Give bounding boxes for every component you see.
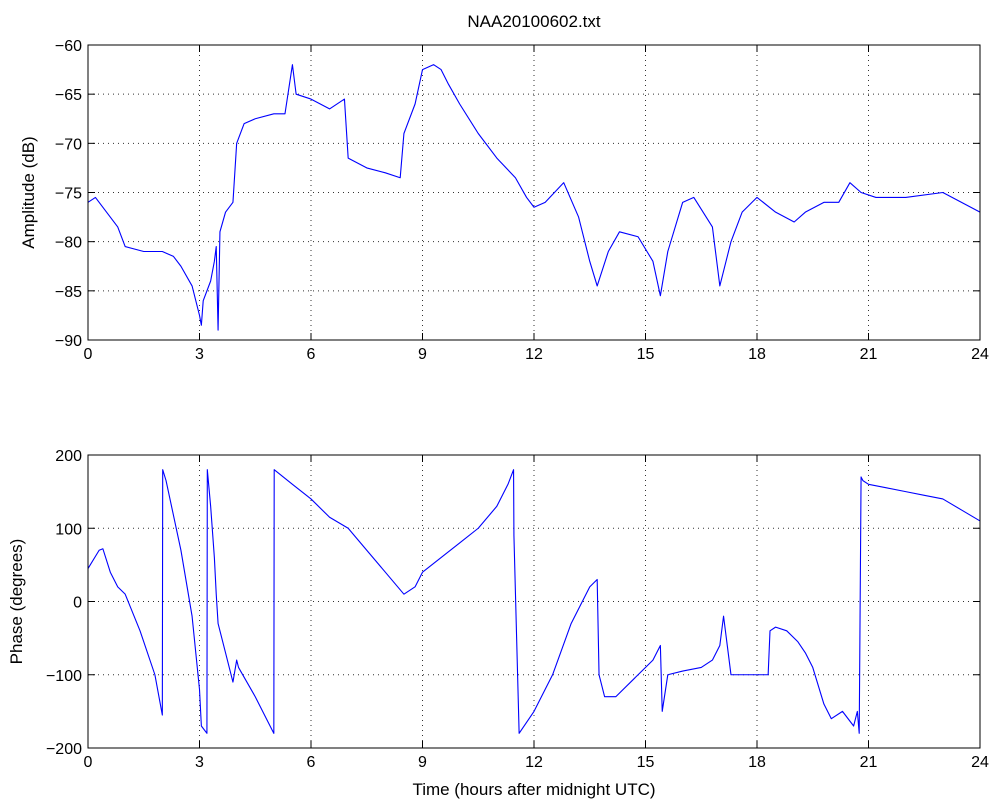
phase-x-tick-label: 18 [748,754,766,771]
amplitude-y-tick-label: −75 [55,186,82,203]
phase-x-tick-label: 6 [307,754,316,771]
amplitude-grid [88,45,980,340]
amplitude-y-tick-label: −85 [55,284,82,301]
amplitude-y-axis-label: Amplitude (dB) [19,136,38,248]
phase-y-axis-label: Phase (degrees) [7,539,26,665]
amplitude-x-tick-label: 24 [971,346,989,363]
amplitude-x-tick-label: 0 [84,346,93,363]
amplitude-panel: 0 3 6 9 12 15 18 21 24 −90 −85 −80 −75 −70 −65 −60 NAA2… [19,12,989,363]
amplitude-x-tick-label: 9 [418,346,427,363]
amplitude-x-tick-label: 3 [195,346,204,363]
amplitude-y-tick-label: −70 [55,136,82,153]
phase-y-tick-label: 200 [55,448,82,465]
phase-x-tick-label: 9 [418,754,427,771]
phase-x-tick-label: 12 [525,754,543,771]
amplitude-x-tick-label: 12 [525,346,543,363]
phase-ticks: 0 3 6 9 12 15 18 21 24 −200 −100 0 100 200 [46,448,989,771]
amplitude-x-tick-label: 21 [860,346,878,363]
amplitude-y-tick-label: −80 [55,235,82,252]
amplitude-y-tick-label: −90 [55,333,82,350]
phase-series-line [87,469,981,734]
phase-y-tick-label: −200 [46,741,82,758]
phase-grid [88,455,980,748]
amplitude-chart-title: NAA20100602.txt [467,12,601,31]
amplitude-y-tick-label: −65 [55,87,82,104]
phase-x-tick-label: 0 [84,754,93,771]
amplitude-series-line [87,64,981,331]
phase-panel: 0 3 6 9 12 15 18 21 24 −200 −100 0 100 200 Time (hour… [7,448,989,799]
amplitude-y-tick-label: −60 [55,38,82,55]
phase-x-axis-label: Time (hours after midnight UTC) [412,780,655,799]
phase-y-tick-label: −100 [46,668,82,685]
phase-x-tick-label: 3 [195,754,204,771]
amplitude-ticks: 0 3 6 9 12 15 18 21 24 −90 −85 −80 −75 −70 −65 −60 [55,38,989,363]
phase-y-tick-label: 100 [55,521,82,538]
amplitude-x-tick-label: 18 [748,346,766,363]
amplitude-x-tick-label: 15 [637,346,655,363]
phase-x-tick-label: 24 [971,754,989,771]
phase-x-tick-label: 21 [860,754,878,771]
phase-y-tick-label: 0 [73,595,82,612]
phase-x-tick-label: 15 [637,754,655,771]
amplitude-x-tick-label: 6 [307,346,316,363]
